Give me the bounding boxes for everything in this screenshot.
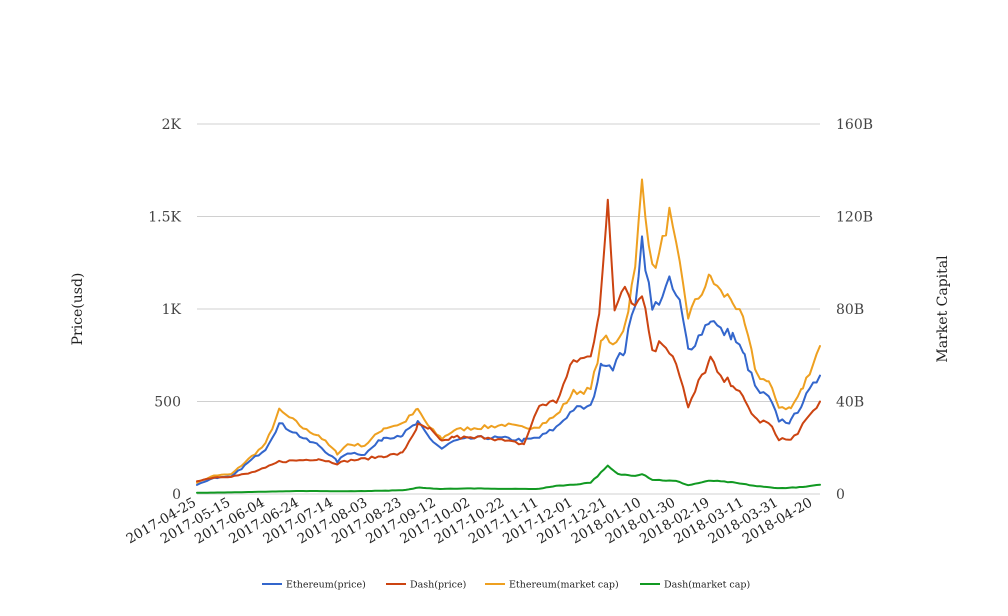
legend-label: Dash(price) [410, 580, 466, 591]
series-lines [196, 178, 821, 494]
left-tick-label: 2K [162, 117, 182, 133]
gridlines [197, 123, 820, 495]
legend-label: Ethereum(market cap) [509, 580, 619, 591]
left-tick-label: 1.5K [148, 210, 181, 226]
right-tick-label: 40B [836, 395, 864, 411]
right-tick-label: 160B [836, 117, 873, 133]
series-line [196, 235, 821, 486]
right-axis-ticks: 0 40B 80B 120B 160B [836, 117, 873, 503]
series-line [196, 464, 821, 494]
legend-label: Ethereum(price) [286, 580, 366, 591]
right-tick-label: 120B [836, 210, 873, 226]
right-tick-label: 80B [836, 302, 864, 318]
series-line [196, 178, 821, 484]
left-axis-ticks: 0 500 1K 1.5K 2K [148, 117, 181, 503]
legend-item: Dash(market cap) [640, 580, 750, 591]
legend-item: Ethereum(price) [262, 580, 366, 591]
left-tick-label: 1K [162, 302, 182, 318]
x-axis-ticks: 2017-04-252017-05-152017-06-042017-06-24… [124, 495, 816, 548]
legend-item: Ethereum(market cap) [485, 580, 619, 591]
legend: Ethereum(price) Dash(price) Ethereum(marke… [262, 580, 750, 591]
left-tick-label: 500 [154, 395, 181, 411]
legend-label: Dash(market cap) [664, 580, 750, 591]
series-line [196, 198, 821, 483]
left-axis-title: Price(usd) [70, 273, 86, 346]
left-tick-label: 0 [172, 487, 181, 503]
legend-item: Dash(price) [386, 580, 466, 591]
right-tick-label: 0 [836, 487, 845, 503]
right-axis-title: Market Capital [935, 255, 951, 363]
